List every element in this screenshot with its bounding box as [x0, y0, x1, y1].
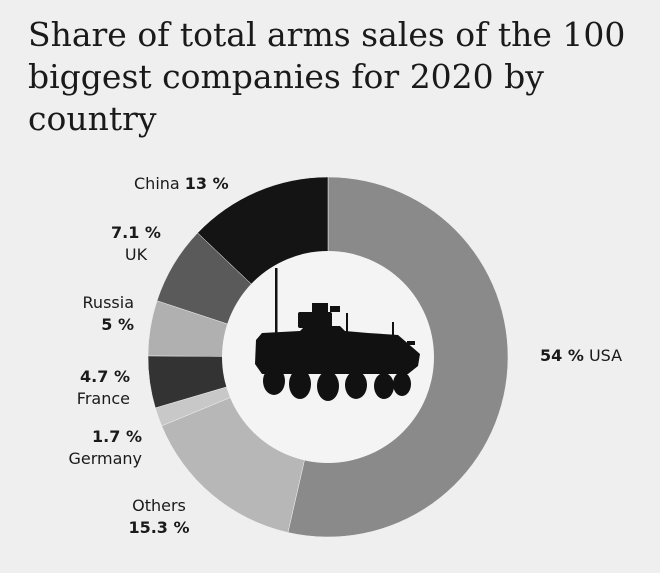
armored-vehicle-icon — [255, 268, 420, 401]
label-others-name: Others — [132, 496, 186, 515]
label-germany-value: 1.7 % — [92, 427, 142, 446]
label-usa: 54 % USA — [540, 345, 622, 367]
label-china-name: China — [134, 174, 180, 193]
label-france-value: 4.7 % — [80, 367, 130, 386]
label-china: China 13 % — [134, 173, 229, 195]
label-france-name: France — [76, 389, 130, 408]
label-usa-name: USA — [588, 346, 623, 365]
label-uk-value: 7.1 % — [111, 223, 161, 242]
label-russia-name: Russia — [82, 293, 134, 312]
label-usa-value: 54 % — [540, 346, 584, 365]
label-germany-name: Germany — [68, 449, 142, 468]
label-uk-name: UK — [124, 245, 148, 264]
label-france: 4.7 % France — [50, 366, 130, 410]
label-germany: 1.7 % Germany — [40, 426, 142, 470]
label-russia-value: 5 % — [101, 315, 134, 334]
label-others: Others 15.3 % — [112, 495, 206, 539]
label-uk: 7.1 % UK — [106, 222, 166, 266]
label-others-value: 15.3 % — [128, 518, 190, 537]
label-russia: Russia 5 % — [60, 292, 134, 336]
chart-title: Share of total arms sales of the 100 big… — [28, 15, 626, 138]
label-china-value: 13 % — [184, 174, 229, 193]
